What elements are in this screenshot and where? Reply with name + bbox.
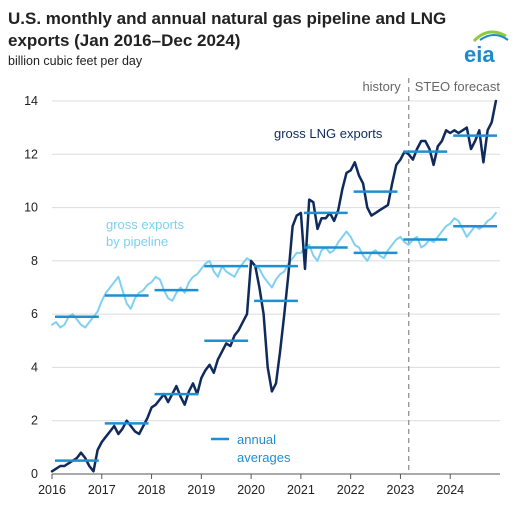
eia-logo: eia — [460, 28, 518, 68]
chart-title: U.S. monthly and annual natural gas pipe… — [8, 9, 447, 50]
y-tick-label-6: 6 — [31, 307, 38, 321]
x-tick-label-2021: 2021 — [287, 483, 315, 497]
x-axis-ticks: 2016 2017 2018 2019 2020 2021 2022 2023 2024 — [38, 474, 464, 497]
x-tick-label-2020: 2020 — [237, 483, 265, 497]
y-tick-label-14: 14 — [24, 94, 38, 108]
x-tick-label-2017: 2017 — [88, 483, 116, 497]
lng-series-line — [50, 99, 498, 473]
pipeline-series-label-line1: gross exports — [106, 217, 185, 232]
eia-logo-text: eia — [464, 42, 495, 67]
y-axis-ticks: 0 2 4 6 8 10 12 14 — [24, 94, 38, 481]
x-tick-label-2022: 2022 — [337, 483, 365, 497]
y-tick-label-2: 2 — [31, 414, 38, 428]
averages-label-line2: averages — [237, 450, 291, 465]
x-tick-label-2024: 2024 — [436, 483, 464, 497]
eia-logo-arc-blue — [479, 34, 509, 41]
y-tick-label-8: 8 — [31, 254, 38, 268]
x-tick-label-2019: 2019 — [187, 483, 215, 497]
history-label: history — [362, 79, 401, 94]
x-tick-label-2023: 2023 — [387, 483, 415, 497]
lng-series-line-group — [50, 99, 498, 473]
y-tick-label-12: 12 — [24, 147, 38, 161]
averages-label-line1: annual — [237, 432, 276, 447]
y-axis-unit-label: billion cubic feet per day — [8, 54, 143, 68]
y-tick-label-10: 10 — [24, 201, 38, 215]
eia-logo-arc-green — [472, 30, 507, 43]
y-tick-label-0: 0 — [31, 467, 38, 481]
x-tick-label-2016: 2016 — [38, 483, 66, 497]
x-tick-label-2018: 2018 — [138, 483, 166, 497]
annual-averages-group — [54, 134, 498, 462]
pipeline-series-line-group — [51, 211, 497, 329]
y-tick-label-4: 4 — [31, 360, 38, 374]
forecast-label: STEO forecast — [415, 79, 501, 94]
lng-series-label: gross LNG exports — [274, 126, 383, 141]
pipeline-series-line — [51, 211, 497, 329]
grid-lines — [52, 100, 500, 422]
pipeline-series-label-line2: by pipeline — [106, 234, 168, 249]
